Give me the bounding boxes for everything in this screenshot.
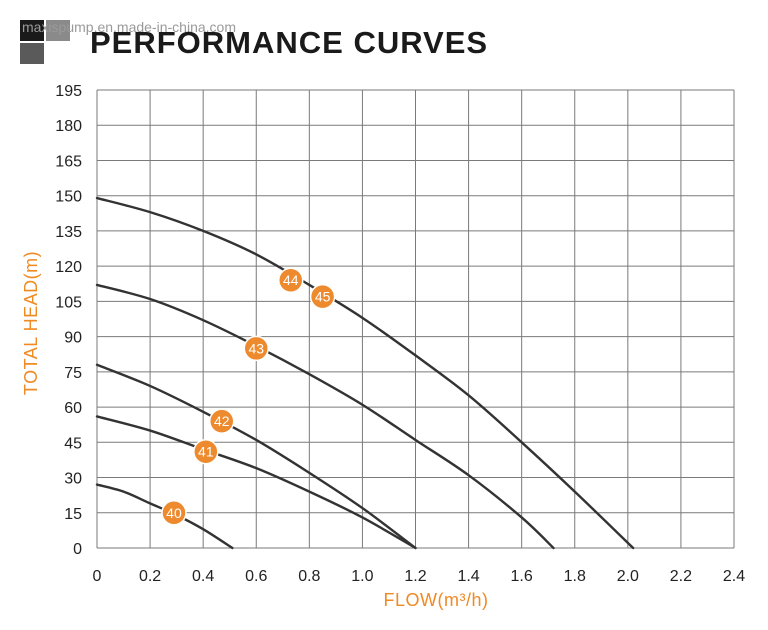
x-tick-label: 0.8 xyxy=(298,568,320,585)
curve-41 xyxy=(95,415,417,550)
curve-label-text: 42 xyxy=(214,413,230,429)
curve-label-circle xyxy=(208,408,235,434)
x-tick-label: 1.0 xyxy=(351,568,373,585)
x-tick-label: 1.6 xyxy=(511,568,533,585)
x-axis-title: FLOW(m³/h) xyxy=(384,590,489,610)
logo-mark xyxy=(20,20,70,64)
y-tick-label: 180 xyxy=(55,118,82,135)
y-tick-label: 15 xyxy=(64,506,82,523)
grid-lines xyxy=(96,89,735,549)
watermark: maxispump.en.made-in-china.com xyxy=(22,19,236,35)
y-tick-label: 135 xyxy=(55,224,82,241)
curve-label-text: 40 xyxy=(166,505,182,521)
x-tick-label: 0.4 xyxy=(192,568,214,585)
curve-label-text: 43 xyxy=(248,340,264,356)
curve-label-circle xyxy=(193,438,219,465)
x-tick-label: 1.8 xyxy=(564,568,586,585)
chart-title: PERFORMANCE CURVES xyxy=(90,25,488,60)
curve-label-circle xyxy=(243,335,269,362)
x-tick-label: 0.6 xyxy=(245,568,267,585)
curve-42 xyxy=(95,363,417,550)
curve-label-text: 41 xyxy=(198,444,214,460)
curve-series xyxy=(95,196,635,550)
curve-label-circle xyxy=(278,267,304,293)
x-tick-label: 0.2 xyxy=(139,568,161,585)
y-tick-labels: 0 15 30 45 60 75 90 105 120 135 150 165 180 195 xyxy=(55,83,82,558)
y-tick-label: 120 xyxy=(55,259,82,276)
y-tick-label: 45 xyxy=(64,435,82,452)
curve-label-41: 41 xyxy=(193,438,219,465)
y-tick-label: 90 xyxy=(64,330,82,347)
y-tick-label: 195 xyxy=(55,83,82,100)
curve-label-40: 40 xyxy=(161,500,187,526)
curve-label-45: 45 xyxy=(309,283,336,310)
y-tick-label: 75 xyxy=(64,365,82,382)
curve-label-circle xyxy=(161,500,187,526)
x-tick-label: 2.4 xyxy=(723,568,745,585)
curve-label-42: 42 xyxy=(208,408,235,434)
curve-label-44: 44 xyxy=(278,267,304,293)
curve-43 xyxy=(95,283,555,550)
x-tick-label: 2.2 xyxy=(670,568,692,585)
x-tick-label: 1.2 xyxy=(404,568,426,585)
curve-label-circle xyxy=(309,283,336,310)
y-tick-label: 105 xyxy=(55,294,82,311)
y-tick-label: 0 xyxy=(73,541,82,558)
y-tick-label: 150 xyxy=(55,189,82,206)
x-tick-label: 1.4 xyxy=(457,568,479,585)
y-tick-label: 60 xyxy=(64,400,82,417)
y-tick-label: 165 xyxy=(55,153,82,170)
x-tick-labels: 0 0.2 0.4 0.6 0.8 1.0 1.2 1.4 1.6 1.8 2.0 2.2 2.4 xyxy=(93,568,746,585)
y-axis-title: TOTAL HEAD(m) xyxy=(21,251,41,395)
x-tick-label: 0 xyxy=(93,568,102,585)
x-tick-label: 2.0 xyxy=(617,568,639,585)
y-tick-label: 30 xyxy=(64,471,82,488)
curve-label-43: 43 xyxy=(243,335,269,362)
curve-44 xyxy=(95,196,635,550)
curve-label-text: 45 xyxy=(315,289,331,305)
curve-label-text: 44 xyxy=(283,272,299,288)
